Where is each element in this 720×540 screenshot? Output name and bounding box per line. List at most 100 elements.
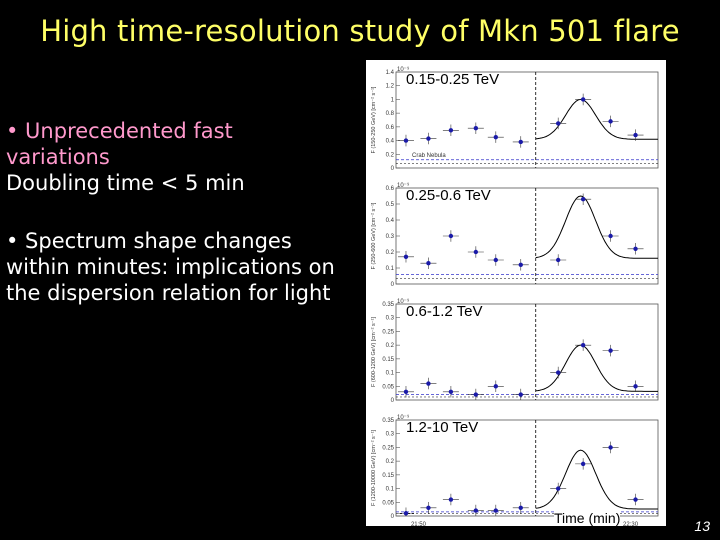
y-tick-label-0-3: 0.6 — [386, 125, 395, 131]
x-tick-label-0: 21:50 — [411, 522, 427, 526]
data-point-3-4 — [493, 508, 499, 513]
y-tick-label-0-0: 0 — [391, 166, 395, 172]
exponent-label-3: 10⁻⁹ — [397, 414, 410, 421]
data-point-0-2 — [448, 128, 454, 133]
data-point-3-2 — [448, 497, 454, 502]
y-tick-label-3-3: 0.15 — [382, 473, 394, 479]
data-point-2-8 — [608, 348, 613, 353]
x-axis-title: Time (min) — [554, 510, 621, 526]
data-point-3-7 — [580, 461, 586, 467]
panel-frame-2 — [395, 303, 659, 401]
data-point-2-5 — [518, 392, 523, 397]
data-point-3-3 — [473, 508, 479, 513]
data-point-2-3 — [473, 392, 479, 397]
exponent-label-2: 10⁻⁹ — [397, 298, 410, 305]
y-tick-label-2-4: 0.2 — [386, 343, 395, 349]
flare-fit-curve-0 — [535, 98, 658, 140]
data-point-2-7 — [580, 342, 586, 348]
data-point-3-5 — [518, 505, 523, 510]
data-point-0-4 — [493, 134, 499, 140]
y-tick-label-3-7: 0.35 — [382, 418, 394, 424]
data-point-2-2 — [448, 389, 454, 394]
panel-frame-0 — [395, 71, 659, 169]
data-point-2-9 — [633, 384, 638, 389]
lightcurve-svg: 00.20.40.60.811.21.4 10⁻⁹F (150-250 GeV) … — [371, 66, 659, 528]
x-tick-label-1: 22:30 — [623, 522, 639, 526]
bullet-doubling-time: Doubling time < 5 min — [6, 171, 245, 195]
y-axis-title-1: F (250-600 GeV) [cm⁻² s⁻¹] — [371, 202, 377, 269]
data-point-2-6 — [555, 370, 561, 375]
data-point-1-3 — [473, 249, 479, 255]
data-point-0-9 — [633, 132, 638, 138]
data-point-0-7 — [580, 97, 586, 102]
y-tick-label-0-6: 1.2 — [386, 84, 395, 90]
data-point-0-5 — [518, 139, 523, 145]
y-tick-label-0-4: 0.8 — [386, 111, 395, 117]
y-tick-label-2-3: 0.15 — [382, 357, 394, 363]
y-tick-label-1-1: 0.1 — [386, 266, 395, 272]
y-tick-label-0-5: 1 — [391, 97, 395, 103]
y-tick-label-0-7: 1.4 — [386, 70, 395, 76]
y-tick-label-3-2: 0.1 — [386, 487, 395, 493]
data-point-3-8 — [608, 445, 613, 450]
y-tick-label-3-5: 0.25 — [382, 445, 394, 451]
data-point-1-2 — [448, 233, 454, 239]
panel-energy-label-3: 1.2-10 TeV — [406, 419, 478, 436]
exponent-label-1: 10⁻⁹ — [397, 182, 410, 189]
data-point-3-9 — [633, 497, 638, 502]
data-point-2-0 — [403, 389, 409, 394]
y-tick-label-3-1: 0.05 — [382, 500, 394, 506]
y-tick-label-2-2: 0.1 — [386, 371, 395, 377]
flare-fit-curve-1 — [535, 195, 658, 259]
y-tick-label-2-6: 0.3 — [386, 316, 395, 322]
data-point-1-6 — [555, 257, 561, 263]
y-axis-title-2: F (600-1200 GeV) [cm⁻² s⁻¹] — [371, 317, 377, 387]
data-point-2-1 — [426, 381, 431, 386]
lightcurve-figure: 0 0.2 0.4 0.6 0.8 1 1.2 1.4 10⁻⁹ F (150-250 GeV) … — [366, 60, 666, 528]
panel-energy-label-0: 0.15-0.25 TeV — [406, 71, 499, 88]
y-tick-label-1-4: 0.4 — [386, 218, 395, 224]
bullet-fast-variations: • Unprecedented fast variations — [6, 119, 233, 169]
data-point-0-8 — [608, 119, 613, 124]
flare-fit-curve-3 — [535, 449, 658, 510]
y-tick-label-1-3: 0.3 — [386, 234, 395, 240]
slide-title: High time-resolution study of Mkn 501 fl… — [40, 14, 680, 48]
y-tick-label-3-0: 0 — [391, 514, 395, 520]
data-point-3-1 — [426, 505, 431, 510]
y-tick-label-3-4: 0.2 — [386, 459, 395, 465]
data-point-0-3 — [473, 126, 479, 131]
y-tick-label-2-1: 0.05 — [382, 384, 394, 390]
exponent-label-0: 10⁻⁹ — [397, 66, 410, 73]
data-point-1-8 — [608, 233, 613, 239]
panel-energy-label-1: 0.25-0.6 TeV — [406, 187, 491, 204]
data-point-1-0 — [403, 254, 409, 259]
data-point-2-4 — [493, 384, 499, 389]
panel-frame-3 — [395, 419, 659, 517]
y-tick-label-1-2: 0.2 — [386, 250, 395, 256]
y-axis-title-0: F (150-250 GeV) [cm⁻² s⁻¹] — [371, 86, 377, 153]
panel-energy-label-2: 0.6-1.2 TeV — [406, 303, 482, 320]
crab-nebula-label: Crab Nebula — [412, 153, 446, 159]
flare-fit-curve-2 — [535, 344, 658, 392]
data-point-0-6 — [555, 121, 561, 126]
y-tick-label-2-7: 0.35 — [382, 302, 394, 308]
data-point-1-9 — [633, 246, 638, 251]
bullet-list: • Unprecedented fast variations Doubling… — [6, 118, 336, 306]
data-point-3-6 — [555, 486, 561, 491]
y-tick-label-0-2: 0.4 — [386, 139, 395, 145]
data-point-1-1 — [426, 261, 431, 266]
y-axis-title-3: F (1200-10000 GeV) [cm⁻² s⁻¹] — [371, 429, 377, 506]
data-point-0-1 — [426, 136, 431, 141]
data-point-1-7 — [580, 197, 586, 202]
data-point-3-0 — [403, 511, 409, 516]
bullet-spectrum-shape: • Spectrum shape changes within minutes:… — [6, 229, 335, 305]
y-tick-label-0-1: 0.2 — [386, 152, 395, 158]
y-tick-label-3-6: 0.3 — [386, 432, 395, 438]
data-point-0-0 — [403, 138, 409, 143]
y-tick-label-1-5: 0.5 — [386, 202, 395, 208]
data-point-1-4 — [493, 257, 499, 263]
y-tick-label-2-5: 0.25 — [382, 329, 394, 335]
y-tick-label-1-6: 0.6 — [386, 186, 395, 192]
page-number: 13 — [694, 518, 710, 534]
y-tick-label-2-0: 0 — [391, 398, 395, 404]
